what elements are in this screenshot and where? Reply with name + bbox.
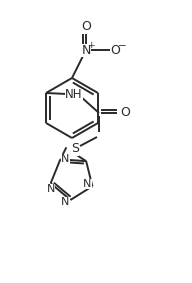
- Text: NH: NH: [65, 89, 83, 102]
- Text: N: N: [61, 197, 70, 207]
- Text: −: −: [118, 41, 126, 51]
- Text: N: N: [81, 44, 91, 57]
- Text: N: N: [83, 179, 92, 189]
- Text: N: N: [46, 184, 55, 194]
- Text: +: +: [87, 42, 94, 50]
- Text: S: S: [71, 143, 79, 155]
- Text: N: N: [61, 154, 70, 164]
- Text: O: O: [81, 20, 91, 33]
- Text: O: O: [110, 44, 120, 57]
- Text: O: O: [120, 106, 130, 119]
